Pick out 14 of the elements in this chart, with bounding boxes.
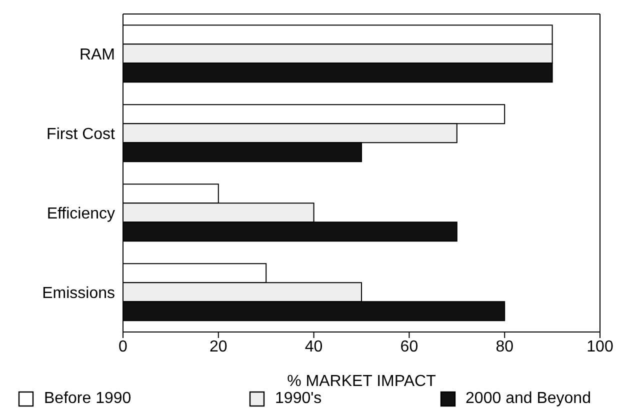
x-axis-title: % MARKET IMPACT	[287, 373, 436, 390]
legend-label: 1990's	[275, 390, 322, 408]
legend-label: Before 1990	[44, 390, 132, 408]
y-tick-label: Emissions	[42, 284, 115, 302]
x-tick-label: 100	[586, 338, 614, 356]
y-tick-label: First Cost	[46, 126, 116, 143]
y-tick-label: RAM	[79, 46, 115, 64]
legend-label: 2000 and Beyond	[466, 390, 591, 408]
y-tick-label: Efficiency	[46, 205, 115, 222]
x-tick-label: 20	[210, 338, 228, 356]
x-tick-label: 80	[496, 338, 514, 356]
x-tick-label: 40	[304, 338, 323, 356]
x-tick-label: 60	[400, 338, 418, 356]
x-tick-label: 0	[118, 338, 128, 356]
